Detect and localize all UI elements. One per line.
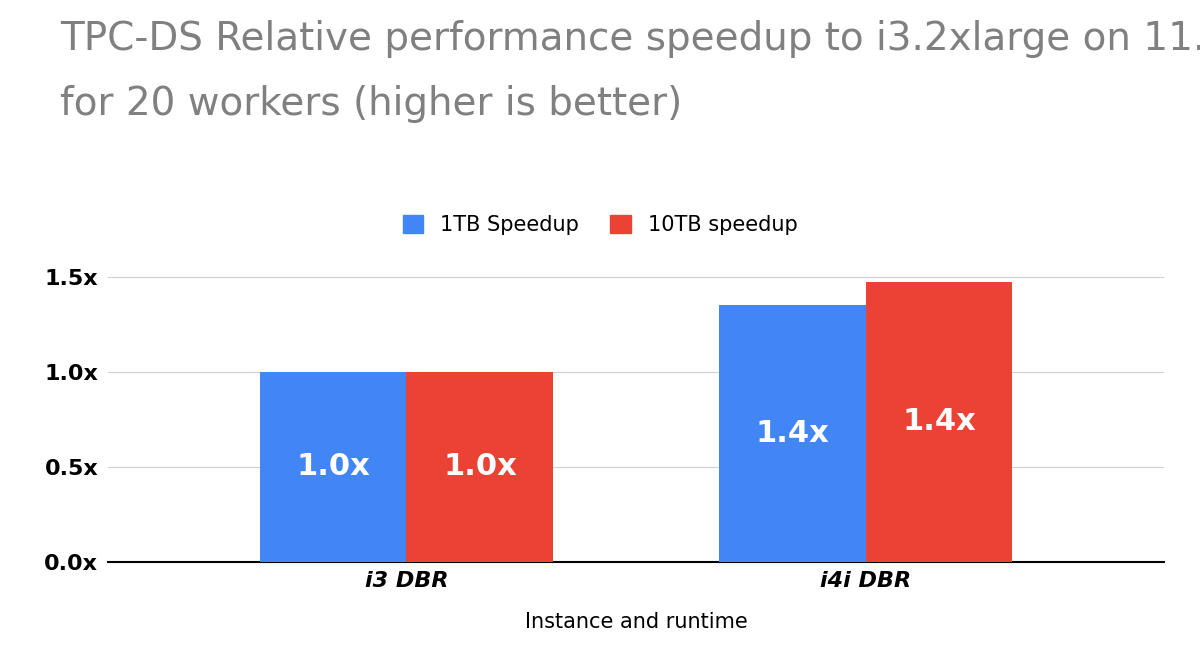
Bar bbox=[407, 372, 553, 562]
Legend: 1TB Speedup, 10TB speedup: 1TB Speedup, 10TB speedup bbox=[395, 206, 805, 244]
Bar bbox=[719, 305, 865, 562]
X-axis label: Instance and runtime: Instance and runtime bbox=[524, 612, 748, 632]
Text: 1.0x: 1.0x bbox=[443, 452, 517, 481]
Text: 1.4x: 1.4x bbox=[902, 407, 976, 436]
Bar bbox=[865, 282, 1013, 562]
Text: 1.0x: 1.0x bbox=[296, 452, 370, 481]
Bar bbox=[259, 372, 407, 562]
Text: for 20 workers (higher is better): for 20 workers (higher is better) bbox=[60, 85, 683, 123]
Text: TPC-DS Relative performance speedup to i3.2xlarge on 11.0: TPC-DS Relative performance speedup to i… bbox=[60, 20, 1200, 57]
Text: 1.4x: 1.4x bbox=[755, 419, 829, 448]
